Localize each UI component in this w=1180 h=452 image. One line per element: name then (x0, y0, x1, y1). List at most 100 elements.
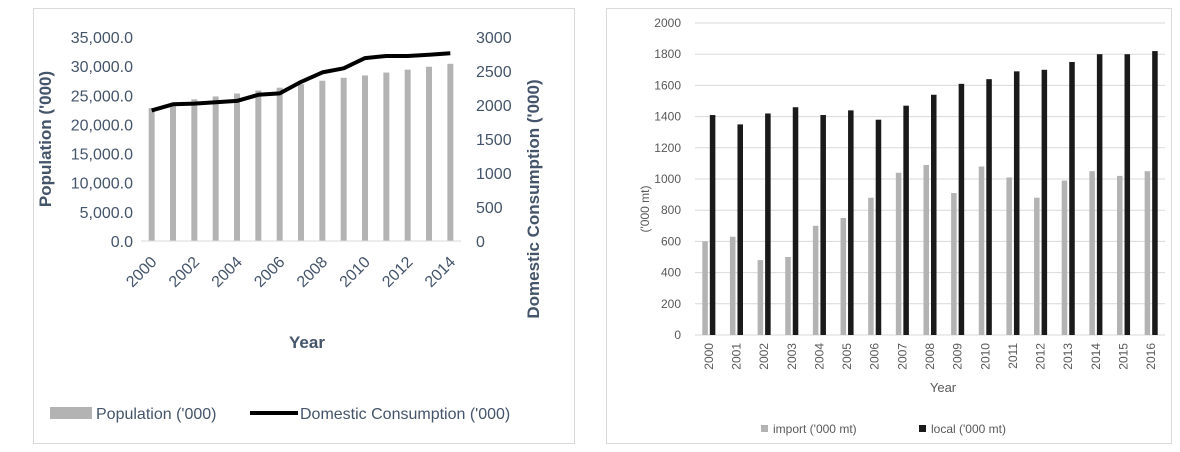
local-bar (931, 94, 937, 335)
y2-tick-label: 1000 (476, 166, 512, 183)
import-bar (757, 260, 764, 335)
x-tick-label: 2011 (1006, 343, 1020, 369)
x-tick-label: 2006 (868, 343, 882, 370)
x-axis-title: Year (289, 333, 325, 352)
y2-tick-label: 500 (476, 200, 503, 217)
legend-label-local: local ('000 mt) (931, 422, 1006, 436)
x-tick-label: 2012 (1034, 343, 1048, 370)
local-bar (820, 115, 826, 335)
legend-label-population: Population ('000) (96, 406, 216, 423)
local-bar (1152, 51, 1158, 336)
consumption-line (151, 51, 451, 113)
import-bar (840, 218, 847, 335)
x-tick-label: 2008 (923, 343, 937, 370)
population-bar (212, 96, 219, 241)
population-bar (170, 103, 176, 242)
y-tick-label: 15,000.0 (71, 147, 133, 164)
legend-swatch-population (50, 407, 92, 419)
y2-tick-label: 3000 (476, 30, 512, 47)
y2-tick-label: 0 (476, 234, 485, 251)
x-axis-title: Year (930, 380, 957, 395)
x-tick-label: 2015 (1117, 343, 1131, 370)
legend-swatch-local (919, 425, 926, 432)
x-tick-label: 2014 (422, 254, 459, 291)
local-bar (875, 119, 882, 335)
import-bar (1144, 171, 1151, 335)
import-bar (868, 197, 874, 335)
population-bar (255, 90, 262, 241)
population-bar (404, 69, 411, 241)
population-consumption-chart-svg: 0.0 5,000.0 10,000.0 15,000.0 20,000.0 25,000… (36, 30, 543, 423)
y-tick-label: 20,000.0 (71, 117, 133, 134)
y-tick-label: 1000 (654, 172, 681, 186)
y-tick-label: 35,000.0 (71, 30, 133, 47)
y-tick-label: 2000 (654, 16, 681, 30)
x-tick-label: 2004 (812, 343, 826, 370)
x-tick-label: 2016 (1144, 343, 1158, 370)
x-tick-label: 2006 (251, 254, 288, 291)
import-bar (702, 241, 708, 335)
import-local-chart: 0 200 400 600 800 1000 1200 1400 1600 1800 2000 200… (606, 8, 1172, 444)
y-tick-label: 0 (674, 328, 681, 342)
local-bar (958, 83, 965, 335)
import-bar (1006, 177, 1012, 335)
import-bar (785, 257, 791, 335)
y-tick-label: 25,000.0 (71, 88, 133, 105)
local-bar (1069, 62, 1075, 335)
population-bar (362, 75, 368, 242)
import-bar (1117, 175, 1123, 335)
y-tick-label: 800 (661, 203, 681, 217)
local-bar (1096, 54, 1103, 335)
y-tick-label: 1400 (654, 110, 681, 124)
population-consumption-chart: 0.0 5,000.0 10,000.0 15,000.0 20,000.0 25,000… (33, 8, 575, 444)
local-bar (903, 105, 909, 336)
x-tick-label: 2009 (951, 343, 965, 370)
y-axis-title: Population ('000) (36, 71, 55, 207)
x-tick-label: 2002 (757, 343, 771, 370)
y-tick-label: 0.0 (111, 234, 133, 251)
y-tick-label: 1200 (654, 141, 681, 155)
y-tick-label: 400 (661, 266, 681, 280)
legend-label-import: import ('000 mt) (773, 422, 857, 436)
y-axis-title: ('000 mt) (638, 186, 652, 233)
local-bar (709, 115, 716, 335)
population-bar (319, 80, 326, 241)
x-tick-label: 2010 (337, 254, 374, 291)
local-bar (1013, 71, 1020, 336)
y-tick-label: 10,000.0 (71, 176, 133, 193)
x-tick-label: 2004 (209, 254, 246, 291)
population-bar (447, 63, 454, 241)
x-tick-label: 2013 (1061, 343, 1075, 370)
x-tick-label: 2000 (123, 254, 160, 291)
y-tick-label: 1600 (654, 78, 681, 92)
x-tick-label: 2002 (166, 254, 203, 291)
y-tick-label: 30,000.0 (71, 59, 133, 76)
population-bar (298, 84, 304, 241)
legend-label-consumption: Domestic Consumption ('000) (300, 406, 510, 423)
population-bar (426, 66, 432, 242)
legend-swatch-import (761, 425, 768, 432)
import-bar (951, 193, 957, 335)
x-tick-label: 2007 (895, 343, 909, 370)
y-tick-label: 600 (661, 234, 681, 248)
local-bar (848, 110, 854, 335)
import-bar (978, 166, 985, 335)
x-tick-label: 2000 (702, 343, 716, 370)
import-local-chart-svg: 0 200 400 600 800 1000 1200 1400 1600 1800 2000 200… (638, 16, 1165, 436)
import-bar (923, 164, 929, 335)
y-tick-label: 200 (661, 297, 681, 311)
y-tick-label: 5,000.0 (80, 205, 133, 222)
x-tick-label: 2008 (294, 254, 331, 291)
import-bar (895, 172, 902, 335)
local-bar (737, 124, 743, 336)
local-bar (1124, 54, 1131, 335)
x-tick-label: 2001 (729, 343, 743, 370)
y2-axis-title: Domestic Consumption ('000) (524, 79, 543, 318)
local-bar (986, 79, 992, 335)
y-tick-label: 1800 (654, 47, 681, 61)
population-bar (276, 87, 283, 241)
population-bar (340, 77, 347, 241)
import-bar (1034, 197, 1040, 335)
import-bar (1061, 180, 1068, 335)
x-tick-label: 2003 (785, 343, 799, 370)
